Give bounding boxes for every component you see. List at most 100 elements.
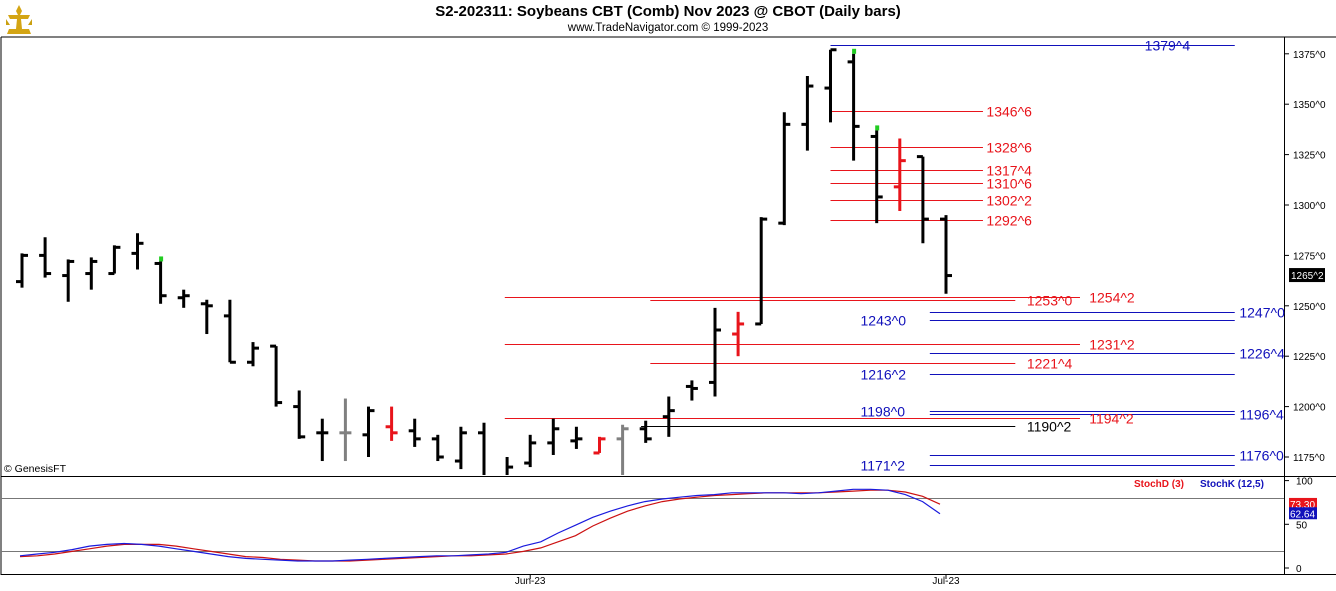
ohlc-bar [154,256,167,304]
price-axis-label: 1300^0 [1293,201,1326,212]
level-label: 1196^4 [1239,407,1284,423]
ohlc-bar [62,259,75,302]
x-axis-label: Jul-23 [932,576,960,587]
ohlc-bar [801,75,814,151]
price-axis-label: 1250^0 [1293,302,1326,313]
stochk-line [19,488,941,562]
ohlc-bar [108,245,121,276]
price-axis-label: 1225^0 [1293,352,1326,363]
ohlc-bar [593,436,606,455]
level-label: 1190^2 [1027,419,1072,435]
ohlc-bar [385,406,398,441]
ohlc-bar [893,138,906,212]
ohlc-bar [616,424,629,475]
ohlc-bar [247,342,259,367]
ohlc-bar [824,48,837,123]
level-label: 1328^6 [986,140,1032,156]
price-axis-label: 1200^0 [1293,403,1326,414]
level-label: 1310^6 [986,176,1032,192]
ohlc-bar [732,311,745,357]
ohlc-bar [39,237,52,278]
ohlc-bar [316,418,329,462]
ohlc-bar [223,299,236,364]
stoch-value-box [1289,507,1317,520]
level-label: 1194^2 [1089,411,1134,427]
ohlc-bar [755,217,768,326]
ohlc-bar [847,48,860,161]
ohlc-bar [362,406,375,457]
ohlc-bar [454,426,467,470]
ohlc-bar [16,253,28,288]
panel-frames [0,36,1336,575]
copyright-label: © GenesisFT [4,463,67,475]
ohlc-bar [478,422,486,475]
ohlc-bar [177,289,190,308]
level-label: 1243^0 [861,313,907,329]
level-label: 1346^6 [986,104,1032,120]
logo-icon [6,5,32,34]
ohlc-bar [431,434,444,462]
ohlc-bar [940,215,952,294]
ohlc-bar [570,426,583,449]
level-label: 1254^2 [1089,290,1135,306]
ohlc-bar [916,155,929,244]
price-axis-label: 1350^0 [1293,100,1326,111]
level-label: 1292^6 [986,213,1032,229]
ohlc-bar [639,420,652,443]
level-label: 1221^4 [1027,356,1073,372]
level-label: 1226^4 [1239,346,1285,362]
price-axis-label: 1375^0 [1293,50,1326,61]
ohlc-bar [131,233,144,270]
stoch-legend-item: StochK (12,5) [1200,479,1264,490]
ohlc-bar [270,344,283,407]
price-axis-label: 1325^0 [1293,151,1326,162]
last-price-label: 1265^2 [1291,271,1324,282]
ohlc-bar [293,390,306,439]
level-label: 1198^0 [861,404,906,420]
ohlc-bar [505,457,514,475]
stoch-legend-item: StochD (3) [1134,479,1184,490]
ohlc-bar [662,396,675,437]
ohlc-bar [339,398,352,462]
stochd-line [19,489,941,562]
stoch-value-label: 73.30 [1290,500,1315,511]
ohlc-bar [778,112,791,226]
chart-subtitle: www.TradeNavigator.com © 1999-2023 [567,22,769,34]
price-axis-label: 1275^0 [1293,251,1326,262]
level-label: 1317^4 [986,163,1032,179]
stoch-value-label: 62.64 [1290,509,1315,520]
ohlc-bar [547,418,560,455]
bar-high-marker [852,48,857,54]
bar-high-marker [875,125,880,131]
ohlc-bar [709,307,721,397]
ohlc-bar [870,125,883,224]
level-label: 1253^0 [1027,293,1073,309]
ohlc-bar [408,418,421,447]
ohlc-bar [85,257,98,290]
stoch-axis-label: 100 [1296,477,1313,488]
level-label: 1247^0 [1239,305,1285,321]
stoch-axis-label: 50 [1296,520,1308,531]
level-label: 1216^2 [861,367,907,383]
ohlc-bar [524,434,537,468]
level-label: 1379^4 [1145,38,1191,54]
stoch-axis-label: 0 [1296,564,1302,575]
ohlc-bar [685,380,698,401]
price-axis: 1175^0 1200^0 1225^0 1250^0 1275^0 1300^0 1325… [1284,50,1326,464]
x-axis: Jun-23 Jul-23 [515,575,960,587]
last-price-box [1289,268,1325,283]
chart-title: S2-202311: Soybeans CBT (Comb) Nov 2023 … [435,3,901,20]
level-label: 1171^2 [861,458,906,474]
x-axis-label: Jun-23 [515,576,546,587]
level-label: 1176^0 [1239,448,1284,464]
level-label: 1302^2 [986,193,1032,209]
bar-high-marker [159,256,164,262]
level-label: 1231^2 [1089,337,1135,353]
ohlc-bars [16,48,952,475]
ohlc-bar [200,299,213,335]
stoch-value-box [1289,497,1317,510]
price-axis-label: 1175^0 [1293,453,1325,464]
